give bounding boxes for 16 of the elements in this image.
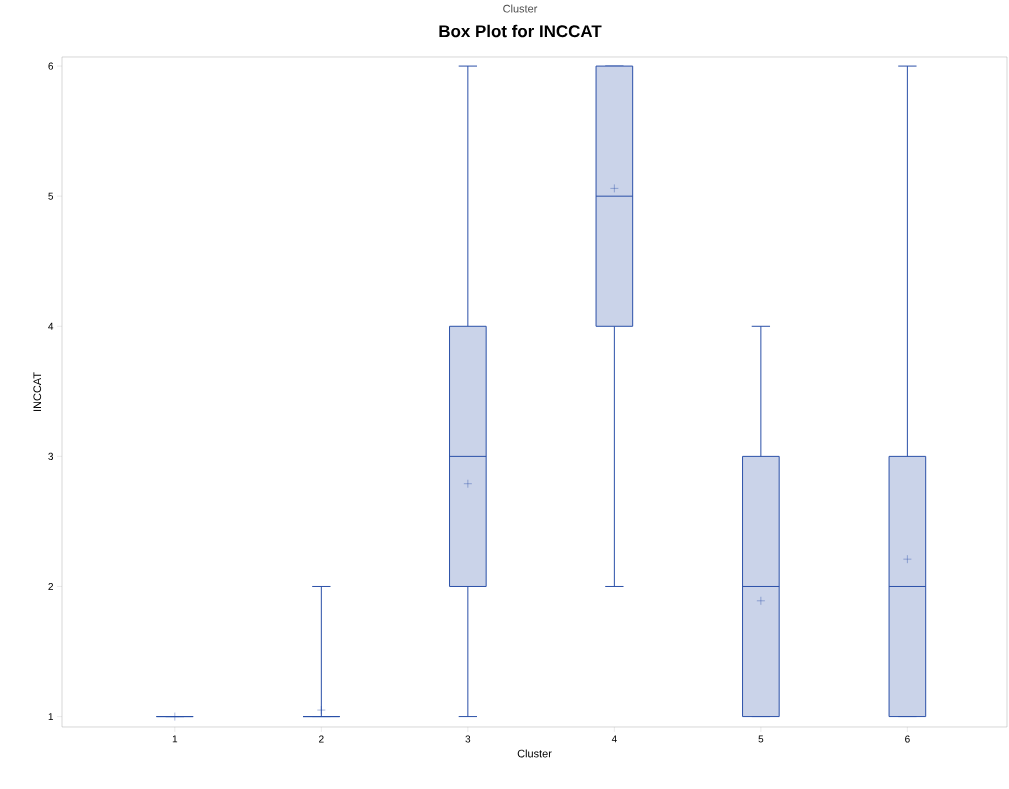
y-tick-label: 1 bbox=[48, 713, 54, 720]
y-tick-label: 4 bbox=[48, 322, 54, 330]
y-tick-label: 2 bbox=[48, 583, 53, 590]
x-axis-title: Cluster bbox=[517, 749, 552, 758]
y-tick-label: 3 bbox=[48, 452, 54, 460]
chart-subtitle: Cluster bbox=[503, 4, 538, 13]
y-tick-label: 5 bbox=[48, 192, 54, 200]
x-tick-label: 4 bbox=[611, 735, 617, 743]
x-tick-label: 5 bbox=[758, 735, 764, 743]
x-tick-label: 2 bbox=[319, 735, 324, 743]
x-tick-label: 3 bbox=[465, 735, 471, 743]
x-tick-label: 6 bbox=[905, 735, 910, 743]
x-tick-label: 1 bbox=[172, 735, 178, 743]
y-axis-title: INCCAT bbox=[33, 372, 42, 411]
chart-title: Box Plot for INCCAT bbox=[439, 24, 602, 38]
y-tick-label: 6 bbox=[48, 62, 54, 70]
